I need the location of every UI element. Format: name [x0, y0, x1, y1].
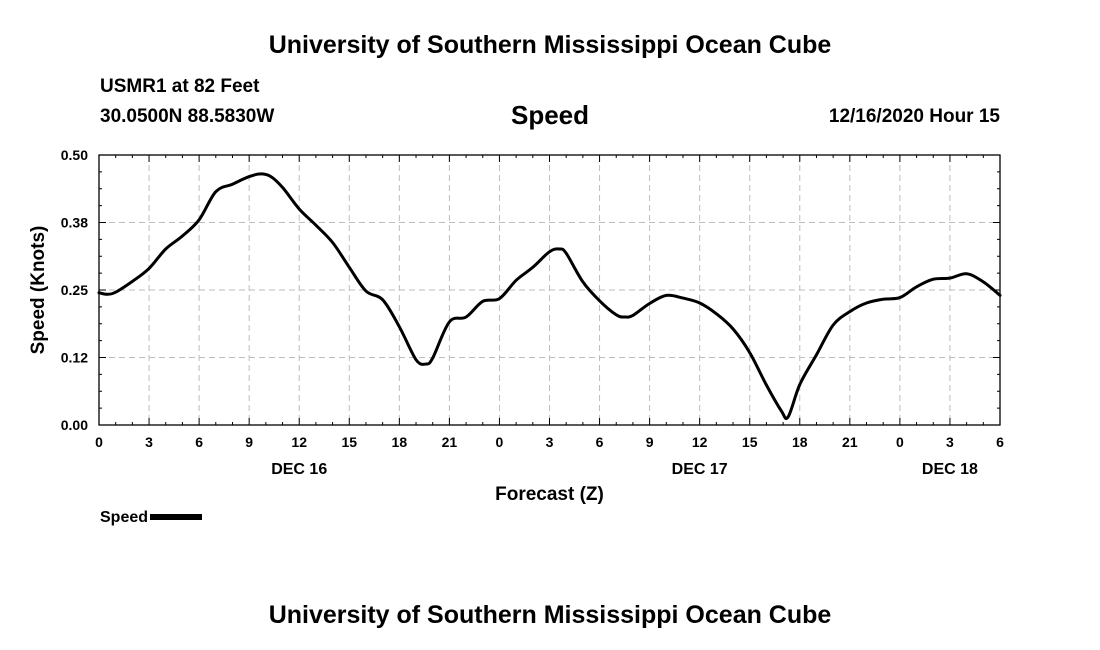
datetime-label: 12/16/2020 Hour 15 [828, 106, 1000, 127]
station-label: USMR1 at 82 Feet [100, 76, 260, 97]
speed-chart: 0 3 6 9 12 15 18 21 0 3 6 9 12 15 18 21 0 3 6 0.00 0.12 0.25 0… [28, 147, 1004, 505]
speed-series-line [97, 172, 1002, 421]
x-tick-label: 6 [596, 434, 604, 450]
date-label: DEC 16 [271, 461, 327, 478]
y-tick-label: 0.25 [61, 282, 88, 298]
coordinates-label: 30.0500N 88.5830W [100, 106, 275, 127]
parameter-title: Speed [510, 100, 590, 130]
date-label: DEC 18 [922, 461, 978, 478]
x-tick-label: 9 [646, 434, 654, 450]
x-tick-label: 21 [842, 434, 858, 450]
y-tick-label: 0.50 [61, 147, 88, 163]
x-tick-label: 3 [546, 434, 554, 450]
x-tick-label: 18 [392, 434, 408, 450]
legend-swatch [150, 513, 203, 520]
y-tick-label: 0.12 [61, 350, 88, 366]
x-tick-label: 15 [742, 434, 758, 450]
x-tick-label: 6 [195, 434, 203, 450]
y-axis-title: Speed (Knots) [28, 226, 49, 355]
y-tick-label: 0.00 [61, 417, 88, 433]
x-tick-label: 21 [442, 434, 458, 450]
x-tick-label: 6 [996, 434, 1004, 450]
x-axis-title: Forecast (Z) [495, 484, 604, 505]
x-tick-label: 18 [792, 434, 808, 450]
x-tick-label: 15 [341, 434, 357, 450]
plot-frame [98, 154, 1001, 426]
x-tick-label: 0 [95, 434, 103, 450]
x-tick-label: 3 [145, 434, 153, 450]
chart-title-top: University of Southern Mississippi Ocean… [268, 31, 832, 59]
x-tick-label: 3 [946, 434, 954, 450]
legend: Speed [100, 509, 203, 527]
x-tick-label: 9 [245, 434, 253, 450]
x-tick-label: 0 [896, 434, 904, 450]
date-label: DEC 17 [672, 461, 728, 478]
axis-labels: 0 3 6 9 12 15 18 21 0 3 6 9 12 15 18 21 0 3 6 0.00 0.12 0.25 0… [28, 147, 1004, 505]
x-tick-label: 12 [692, 434, 708, 450]
grid-lines [99, 155, 1000, 425]
x-tick-label: 0 [496, 434, 504, 450]
y-tick-label: 0.38 [61, 215, 88, 231]
x-tick-label: 12 [291, 434, 307, 450]
legend-label: Speed [100, 509, 149, 526]
chart-title-bottom: University of Southern Mississippi Ocean… [268, 601, 832, 629]
